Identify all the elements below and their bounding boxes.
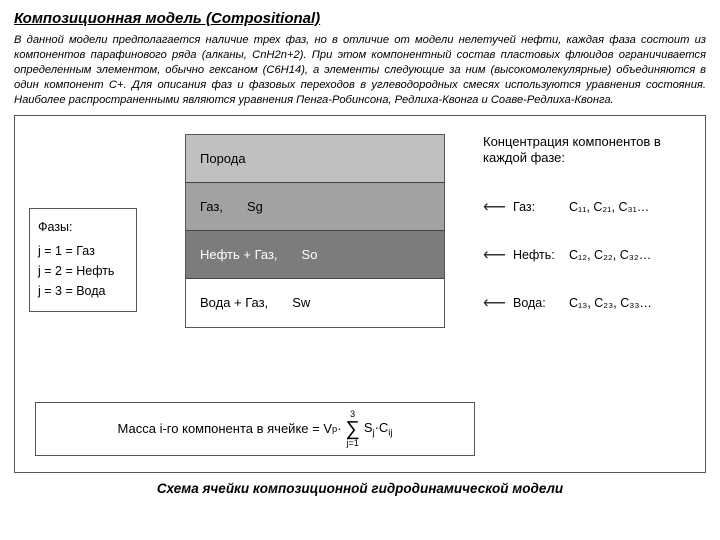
conc-values: C₁₁, C₂₁, C₃₁… bbox=[569, 200, 649, 214]
conc-name: Нефть: bbox=[513, 248, 569, 262]
page-title: Композиционная модель (Compositional) bbox=[14, 10, 706, 27]
layer-label: Газ, bbox=[200, 199, 223, 214]
layers-stack: Порода Газ, Sg Нефть + Газ, So Вода + Га… bbox=[185, 134, 445, 328]
arrow-icon: ⟵ bbox=[483, 245, 513, 265]
phase-row: j = 3 = Вода bbox=[38, 281, 130, 301]
layer-sat: Sg bbox=[247, 199, 263, 214]
diagram-caption: Схема ячейки композиционной гидродинамич… bbox=[14, 481, 706, 496]
layer-oil: Нефть + Газ, So bbox=[186, 231, 444, 279]
conc-row-water: ⟵ Вода: C₁₃, C₂₃, C₃₃… bbox=[483, 279, 703, 327]
phase-row: j = 1 = Газ bbox=[38, 241, 130, 261]
concentrations-header: Концентрация компонентов в каждой фазе: bbox=[483, 134, 703, 168]
phases-box: Фазы: j = 1 = Газ j = 2 = Нефть j = 3 = … bbox=[29, 208, 137, 312]
layer-sat: So bbox=[302, 247, 318, 262]
layer-water: Вода + Газ, Sw bbox=[186, 279, 444, 327]
conc-row-gas: ⟵ Газ: C₁₁, C₂₁, C₃₁… bbox=[483, 183, 703, 231]
concentrations-column: Концентрация компонентов в каждой фазе: … bbox=[483, 134, 703, 328]
phase-row: j = 2 = Нефть bbox=[38, 261, 130, 281]
conc-values: C₁₃, C₂₃, C₃₃… bbox=[569, 296, 652, 310]
formula-lhs: Масса i-го компонента в ячейке = V bbox=[118, 421, 332, 436]
conc-name: Вода: bbox=[513, 296, 569, 310]
conc-values: C₁₂, C₂₂, C₃₂… bbox=[569, 248, 651, 262]
formula-box: Масса i-го компонента в ячейке = Vp · 3 … bbox=[35, 402, 475, 456]
diagram-frame: Фазы: j = 1 = Газ j = 2 = Нефть j = 3 = … bbox=[14, 115, 706, 473]
arrow-icon: ⟵ bbox=[483, 197, 513, 217]
formula-dot: · bbox=[337, 421, 341, 436]
conc-name: Газ: bbox=[513, 200, 569, 214]
formula-rhs: Sj·Cij bbox=[364, 420, 393, 438]
layer-rock: Порода bbox=[186, 135, 444, 183]
layer-label: Нефть + Газ, bbox=[200, 247, 278, 262]
phases-header: Фазы: bbox=[38, 217, 130, 237]
intro-paragraph: В данной модели предполагается наличие т… bbox=[14, 33, 706, 109]
conc-row-oil: ⟵ Нефть: C₁₂, C₂₂, C₃₂… bbox=[483, 231, 703, 279]
sigma-icon: 3 ∑ j=1 bbox=[346, 410, 360, 448]
layer-label: Порода bbox=[200, 151, 246, 166]
layer-label: Вода + Газ, bbox=[200, 295, 268, 310]
arrow-icon: ⟵ bbox=[483, 293, 513, 313]
layer-gas: Газ, Sg bbox=[186, 183, 444, 231]
layer-sat: Sw bbox=[292, 295, 310, 310]
